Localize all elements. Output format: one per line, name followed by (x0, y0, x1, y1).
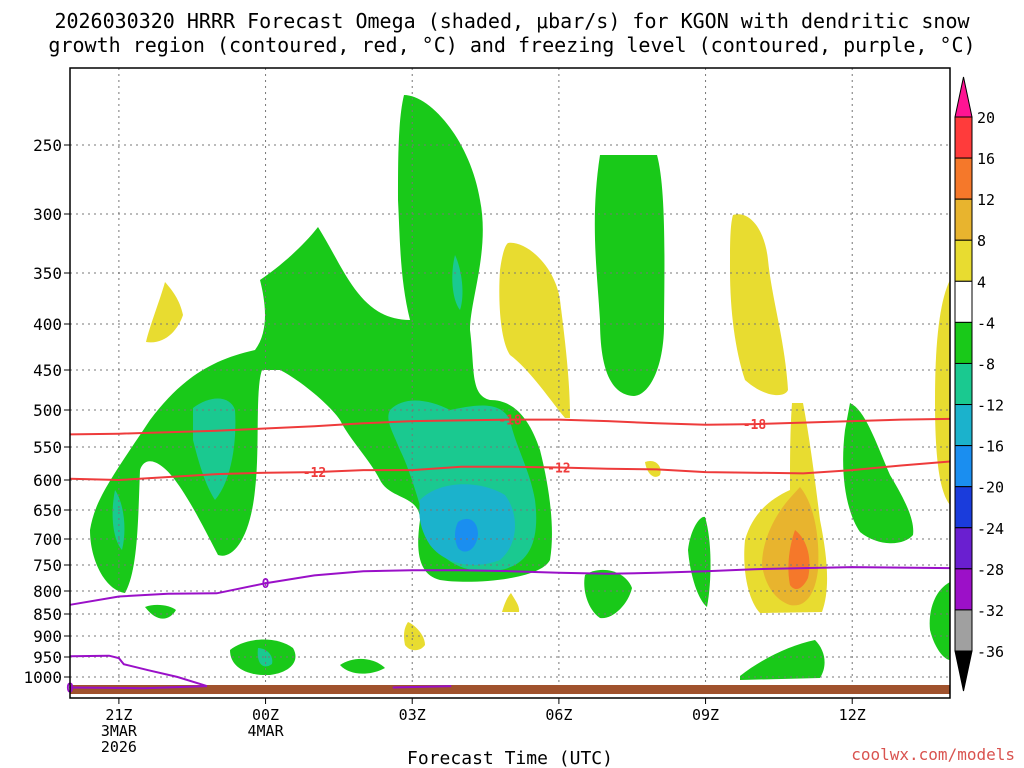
y-tick-label: 600 (33, 471, 62, 490)
colorbar-tick-label: -28 (977, 561, 1004, 579)
contour-minus12-label: -12 (547, 461, 570, 476)
omega-region-yellow-0330z (499, 242, 570, 418)
y-tick-label: 650 (33, 501, 62, 520)
colorbar-swatch (954, 609, 973, 652)
contour-freezing-0-label: 0 (262, 577, 270, 592)
x-tick-label: 3MAR (101, 722, 138, 740)
omega-region-green-09z (688, 516, 711, 607)
x-axis-label: Forecast Time (UTC) (407, 748, 613, 768)
contour-minus18 (69, 417, 951, 436)
omega-region-teal-4 (452, 255, 463, 310)
contour-freezing-0-sfc (69, 654, 208, 690)
x-tick-label: 2026 (101, 738, 137, 756)
colorbar-tick-label: 16 (977, 150, 995, 168)
colorbar-tick-label: -24 (977, 520, 1004, 538)
colorbar-tick-label: 4 (977, 273, 986, 291)
omega-region-yellow-small2 (502, 593, 520, 612)
y-tick-label: 300 (33, 205, 62, 224)
x-tick-label: 4MAR (247, 722, 284, 740)
x-tick-label: 00Z (252, 706, 279, 724)
colorbar-swatch (954, 486, 973, 529)
x-tick-label: 03Z (399, 706, 426, 724)
y-axis: 250 300 350 400 450 500 550 600 650 700 750 800 850 9… (23, 136, 70, 687)
colorbar-swatch (954, 157, 973, 200)
ground-bar (70, 685, 950, 694)
colorbar-swatch (954, 527, 973, 570)
y-tick-label: 450 (33, 361, 62, 380)
colorbar-swatch (954, 280, 973, 323)
colorbar-tick-label: -4 (977, 314, 995, 332)
contour-minus12 (69, 460, 951, 482)
x-tick-label: 21Z (105, 706, 132, 724)
colorbar-swatch (954, 239, 973, 282)
x-tick-label: 06Z (545, 706, 572, 724)
x-tick-label: 09Z (692, 706, 719, 724)
contour-freezing-0 (69, 566, 951, 606)
colorbar-swatch (954, 404, 973, 447)
colorbar-arrow-bottom (954, 650, 973, 692)
colorbar-tick-label: -12 (977, 397, 1004, 415)
y-tick-label: 950 (33, 648, 62, 667)
omega-region-green-sfc4 (740, 640, 825, 680)
grid-lines (70, 68, 950, 698)
colorbar-swatch (954, 321, 973, 364)
x-tick-label: 12Z (839, 706, 866, 724)
colorbar-tick-label: 12 (977, 191, 995, 209)
omega-region-green-edge (929, 582, 950, 660)
credit-text: coolwx.com/models (851, 745, 1015, 764)
omega-region-green-sfc3 (145, 604, 176, 619)
colorbar-swatch (954, 445, 973, 488)
colorbar-tick-label: 8 (977, 232, 986, 250)
colorbar-tick-label: -16 (977, 438, 1004, 456)
colorbar-swatch (954, 362, 973, 406)
contour-minus18-label: -18 (743, 418, 767, 433)
omega-region-green-sfc2 (340, 658, 385, 674)
y-tick-label: 800 (33, 582, 62, 601)
y-tick-label: 700 (33, 530, 62, 549)
y-tick-label: 900 (33, 627, 62, 646)
colorbar-tick-label: -36 (977, 643, 1004, 661)
omega-region-green-0730z (584, 569, 632, 619)
colorbar-tick-label: 20 (977, 109, 995, 127)
y-tick-label: 850 (33, 605, 62, 624)
omega-region-orange (788, 530, 810, 590)
y-tick-label: 1000 (23, 668, 62, 687)
y-tick-label: 400 (33, 315, 62, 334)
omega-shading-blue (455, 518, 478, 552)
y-tick-label: 250 (33, 136, 62, 155)
omega-region-teal-5 (257, 648, 273, 667)
contour-minus12-label: -12 (303, 466, 326, 481)
omega-region-blue-core (455, 518, 478, 552)
omega-region-yellow-2230z (146, 282, 183, 343)
colorbar-swatch (954, 568, 973, 611)
omega-region-green-12z (843, 403, 914, 544)
omega-shading-orange (788, 530, 810, 590)
y-tick-label: 500 (33, 401, 62, 420)
colorbar-tick-label: -32 (977, 602, 1004, 620)
colorbar-tick-label: -20 (977, 479, 1004, 497)
omega-region-yellow-1030z (730, 214, 788, 396)
colorbar: 20 16 12 8 4 -4 -8 -12 -16 -20 -24 -28 -32 -36 (954, 76, 1004, 692)
colorbar-tick-label: -8 (977, 355, 995, 373)
contour-freezing-0-sfc2 (392, 685, 452, 689)
chart-title-line2: growth region (contoured, red, °C) and f… (48, 33, 975, 57)
omega-region-yellow-edge (935, 280, 950, 505)
colorbar-swatch (954, 198, 973, 241)
y-tick-label: 750 (33, 556, 62, 575)
omega-region-green-07z (594, 155, 665, 396)
chart-title-line1: 2026030320 HRRR Forecast Omega (shaded, … (54, 9, 970, 33)
colorbar-arrow-top (954, 76, 973, 118)
colorbar-swatch (954, 116, 973, 159)
y-tick-label: 350 (33, 264, 62, 283)
omega-region-yellow-small3 (404, 622, 425, 651)
contour-minus18-label: -18 (498, 414, 522, 429)
y-tick-label: 550 (33, 438, 62, 457)
